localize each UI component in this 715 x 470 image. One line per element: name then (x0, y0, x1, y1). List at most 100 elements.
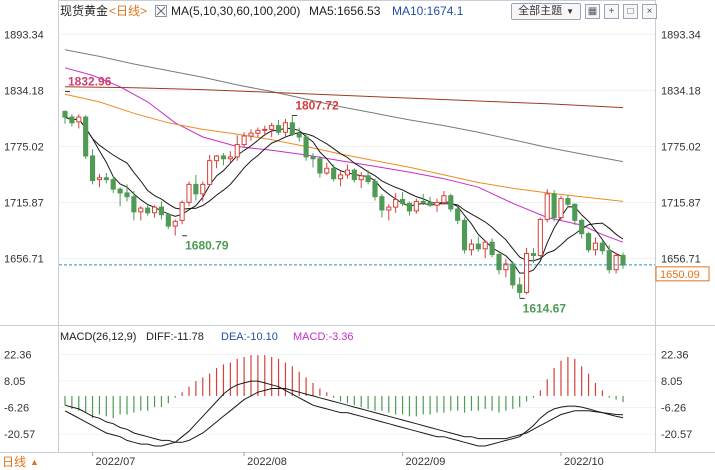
ma-line-ma60 (64, 93, 624, 202)
candle-body (592, 242, 599, 251)
theme-selector-label: 全部主题 (518, 5, 563, 17)
candle-body (151, 206, 158, 214)
candle-body (207, 160, 213, 185)
axis-labels: 1893.34 1893.34 1834.18 1834.18 1775.02 1775.… (4, 29, 701, 468)
candle-body (558, 198, 564, 219)
candle-body (269, 125, 275, 130)
date-label: 2022/08 (247, 456, 287, 468)
candle-body (386, 206, 392, 211)
candle-body (523, 253, 530, 293)
candle-body (468, 243, 475, 251)
chart-frame (58, 0, 656, 453)
price-tick-left: 1834.18 (4, 85, 44, 97)
price-tick-right: 1775.02 (661, 141, 701, 153)
price-tick-left: 1715.87 (4, 198, 44, 210)
price-tick-left: 1893.34 (4, 29, 44, 41)
candle-body (103, 177, 109, 181)
date-label: 2022/10 (564, 456, 604, 468)
candlestick-series[interactable] (62, 110, 626, 299)
candle-body (413, 200, 419, 212)
annotation-label: 1614.67 (523, 301, 567, 315)
candle-body (165, 214, 171, 227)
candle-body (358, 175, 364, 181)
candle-body (379, 196, 385, 211)
candle-body (606, 250, 612, 271)
candle-body (179, 201, 185, 221)
price-tick-right: 1893.34 (661, 29, 701, 41)
candle-body (579, 219, 585, 235)
macd-tick-left: 22.36 (4, 349, 32, 361)
candle-body (455, 208, 461, 221)
price-annotations: 1832.96 1807.72 1680.79 1614.67 (65, 75, 567, 315)
candle-body (89, 155, 96, 182)
period-tab-label: 日线 (2, 455, 27, 469)
period-tab[interactable]: 日线 ▲ (0, 453, 39, 470)
price-tick-right: 1834.18 (661, 85, 701, 97)
candle-body (296, 133, 302, 138)
candle-body (138, 207, 144, 213)
macd-diff-line (64, 380, 624, 447)
candle-body (337, 174, 344, 180)
candle-body (158, 206, 165, 216)
candle-body (372, 181, 378, 198)
symbol-title: 现货黄金 (60, 3, 108, 18)
candle-body (131, 196, 137, 213)
candle-body (510, 263, 516, 286)
macd-dea-line (64, 388, 624, 443)
macd-histogram (64, 355, 624, 419)
candle-body (448, 195, 454, 210)
candle-body (489, 241, 495, 256)
candle-body (482, 241, 488, 250)
candle-body (69, 116, 75, 124)
candle-body (83, 116, 89, 157)
candle-body (275, 125, 282, 133)
ma-params-label: MA(5,10,30,60,100,200) (171, 4, 300, 18)
add-window-icon[interactable]: + (604, 4, 619, 19)
candle-body (544, 193, 550, 220)
candle-body (613, 254, 619, 271)
candle-body (393, 199, 399, 208)
candle-body (310, 156, 316, 160)
chevron-down-icon: ▼ (566, 7, 574, 16)
candle-body (551, 193, 557, 219)
ma5-value: MA5:1656.53 (309, 4, 381, 18)
candle-body (317, 158, 323, 174)
candle-body (62, 110, 68, 118)
maximize-icon[interactable]: □ (623, 4, 638, 19)
ma10-value: MA10:1674.1 (392, 4, 464, 18)
indicator-settings-icon[interactable] (155, 5, 167, 17)
candle-body (530, 253, 537, 256)
candle-body (255, 129, 261, 134)
candle-body (324, 167, 330, 174)
macd-diff-value: DIFF:-11.78 (146, 331, 204, 343)
period-label[interactable]: <日线> (109, 4, 147, 18)
candle-body (503, 263, 509, 271)
macd-dea-value: DEA:-10.10 (221, 331, 278, 343)
candle-body (351, 169, 357, 181)
gridlines (59, 33, 655, 435)
candle-body (461, 219, 468, 251)
date-label: 2022/07 (96, 456, 136, 468)
macd-hist-value: MACD:-3.36 (293, 331, 354, 343)
candle-body (282, 122, 289, 133)
candle-body (427, 201, 433, 206)
ma-line-ma200 (64, 86, 624, 109)
grid-icon[interactable]: ▦ (585, 4, 600, 19)
macd-params-label: MACD(26,12,9) (60, 331, 136, 343)
chart-toolbar: 全部主题 ▼ ▦ + □ × (511, 3, 657, 20)
chevron-up-icon: ▲ (30, 456, 39, 467)
candle-body (234, 144, 240, 158)
candle-body (227, 156, 233, 160)
current-price-label: 1650.09 (660, 269, 700, 281)
candle-body (496, 254, 502, 271)
ma-line-ma5 (64, 116, 624, 274)
candle-body (241, 135, 247, 146)
candle-body (599, 242, 605, 252)
candle-body (620, 254, 626, 266)
close-icon[interactable]: × (642, 4, 657, 19)
candle-body (406, 202, 413, 212)
candle-body (572, 203, 578, 221)
price-tick-right: 1715.87 (661, 198, 701, 210)
theme-selector-button[interactable]: 全部主题 ▼ (511, 3, 581, 20)
